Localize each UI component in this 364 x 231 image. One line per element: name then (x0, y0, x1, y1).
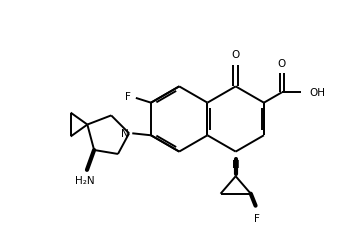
Text: N: N (121, 129, 129, 139)
Text: O: O (278, 59, 286, 69)
Text: H₂N: H₂N (75, 176, 95, 186)
Text: F: F (254, 213, 260, 223)
Text: O: O (232, 50, 240, 60)
Text: N: N (232, 159, 240, 169)
Text: F: F (125, 91, 131, 101)
Text: OH: OH (310, 88, 326, 98)
